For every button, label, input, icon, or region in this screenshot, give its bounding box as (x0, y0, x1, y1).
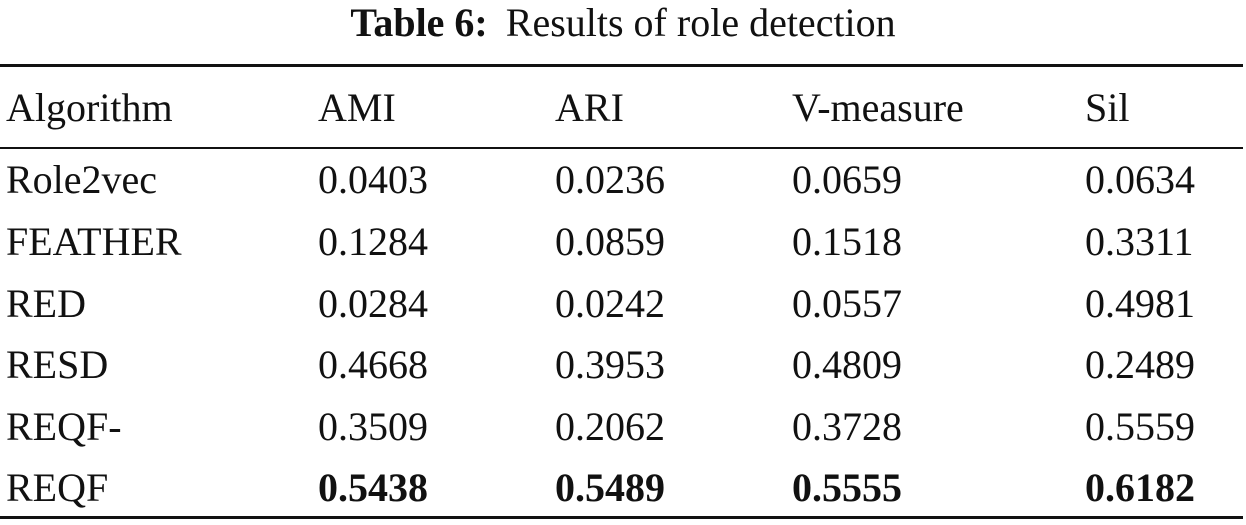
cell-v-measure: 0.4809 (792, 342, 902, 388)
results-table: Algorithm AMI ARI V-measure Sil Role2vec… (0, 67, 1246, 519)
cell-algorithm: REQF- (6, 403, 122, 449)
table-row: Role2vec 0.0403 0.0236 0.0659 0.0634 (0, 147, 1246, 211)
header-ari: ARI (555, 84, 624, 130)
cell-v-measure: 0.3728 (792, 403, 902, 449)
table-row: REQF- 0.3509 0.2062 0.3728 0.5559 (0, 396, 1246, 458)
cell-ami: 0.0403 (318, 156, 428, 202)
cell-ari: 0.3953 (555, 342, 665, 388)
cell-v-measure: 0.0659 (792, 156, 902, 202)
cell-ami: 0.0284 (318, 280, 428, 326)
table-caption: Table 6: Results of role detection (0, 0, 1246, 56)
cell-ari: 0.0236 (555, 156, 665, 202)
cell-v-measure: 0.1518 (792, 219, 902, 265)
header-v-measure: V-measure (792, 84, 964, 130)
header-algorithm: Algorithm (6, 84, 173, 130)
cell-ami: 0.1284 (318, 219, 428, 265)
cell-algorithm: FEATHER (6, 219, 182, 265)
table-caption-text: Results of role detection (505, 0, 896, 45)
table-body: Role2vec 0.0403 0.0236 0.0659 0.0634 FEA… (0, 147, 1246, 519)
cell-algorithm: REQF (6, 465, 109, 511)
cell-ami: 0.4668 (318, 342, 428, 388)
table-row: REQF 0.5438 0.5489 0.5555 0.6182 (0, 457, 1246, 519)
cell-ari: 0.0242 (555, 280, 665, 326)
table-top-rule (0, 64, 1243, 67)
cell-sil: 0.4981 (1085, 280, 1195, 326)
table-bottom-rule (0, 516, 1243, 519)
cell-sil: 0.0634 (1085, 156, 1195, 202)
table-row: RESD 0.4668 0.3953 0.4809 0.2489 (0, 334, 1246, 396)
cell-sil-best: 0.6182 (1085, 465, 1195, 511)
cell-ami: 0.3509 (318, 403, 428, 449)
cell-sil: 0.5559 (1085, 403, 1195, 449)
cell-ari-best: 0.5489 (555, 465, 665, 511)
table-header: Algorithm AMI ARI V-measure Sil (0, 67, 1246, 147)
cell-v-measure-best: 0.5555 (792, 465, 902, 511)
cell-sil: 0.2489 (1085, 342, 1195, 388)
table-header-rule (0, 147, 1243, 149)
cell-sil: 0.3311 (1085, 219, 1194, 265)
cell-algorithm: RESD (6, 342, 109, 388)
header-row: Algorithm AMI ARI V-measure Sil (0, 67, 1246, 147)
cell-ami-best: 0.5438 (318, 465, 428, 511)
cell-algorithm: RED (6, 280, 86, 326)
cell-v-measure: 0.0557 (792, 280, 902, 326)
header-sil: Sil (1085, 84, 1130, 130)
table-caption-label: Table 6: (350, 0, 488, 45)
cell-ari: 0.0859 (555, 219, 665, 265)
table-row: RED 0.0284 0.0242 0.0557 0.4981 (0, 273, 1246, 335)
header-ami: AMI (318, 84, 396, 130)
table-row: FEATHER 0.1284 0.0859 0.1518 0.3311 (0, 211, 1246, 273)
cell-ari: 0.2062 (555, 403, 665, 449)
cell-algorithm: Role2vec (6, 156, 158, 202)
